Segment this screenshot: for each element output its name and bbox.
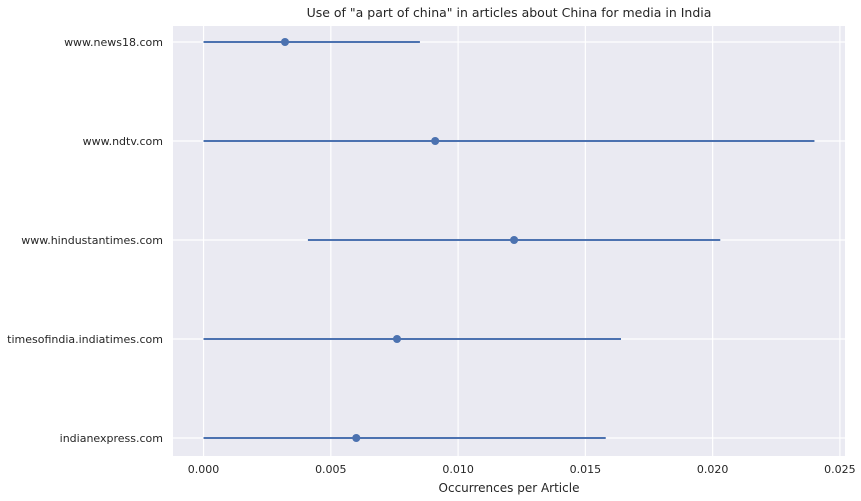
x-tick-label: 0.010	[442, 463, 474, 476]
y-tick-label: timesofindia.indiatimes.com	[7, 333, 163, 346]
y-tick-labels: www.news18.com www.ndtv.com www.hindustant…	[7, 36, 163, 445]
data-point	[281, 38, 289, 46]
x-tick-label: 0.000	[188, 463, 220, 476]
x-tick-label: 0.005	[315, 463, 347, 476]
x-tick-labels: 0.000 0.005 0.010 0.015 0.020 0.025	[188, 463, 856, 476]
x-tick-label: 0.025	[824, 463, 856, 476]
x-axis-label: Occurrences per Article	[439, 481, 580, 495]
y-tick-label: indianexpress.com	[60, 432, 163, 445]
data-marks	[203, 38, 815, 442]
y-tick-label: www.hindustantimes.com	[21, 234, 163, 247]
x-tick-label: 0.020	[697, 463, 729, 476]
y-tick-label: www.news18.com	[64, 36, 163, 49]
data-point	[431, 137, 440, 145]
data-point	[393, 335, 401, 343]
data-point	[510, 236, 519, 244]
x-tick-label: 0.015	[570, 463, 602, 476]
y-tick-label: www.ndtv.com	[83, 135, 163, 148]
chart-title: Use of "a part of china" in articles abo…	[307, 5, 712, 20]
data-point	[352, 434, 361, 442]
